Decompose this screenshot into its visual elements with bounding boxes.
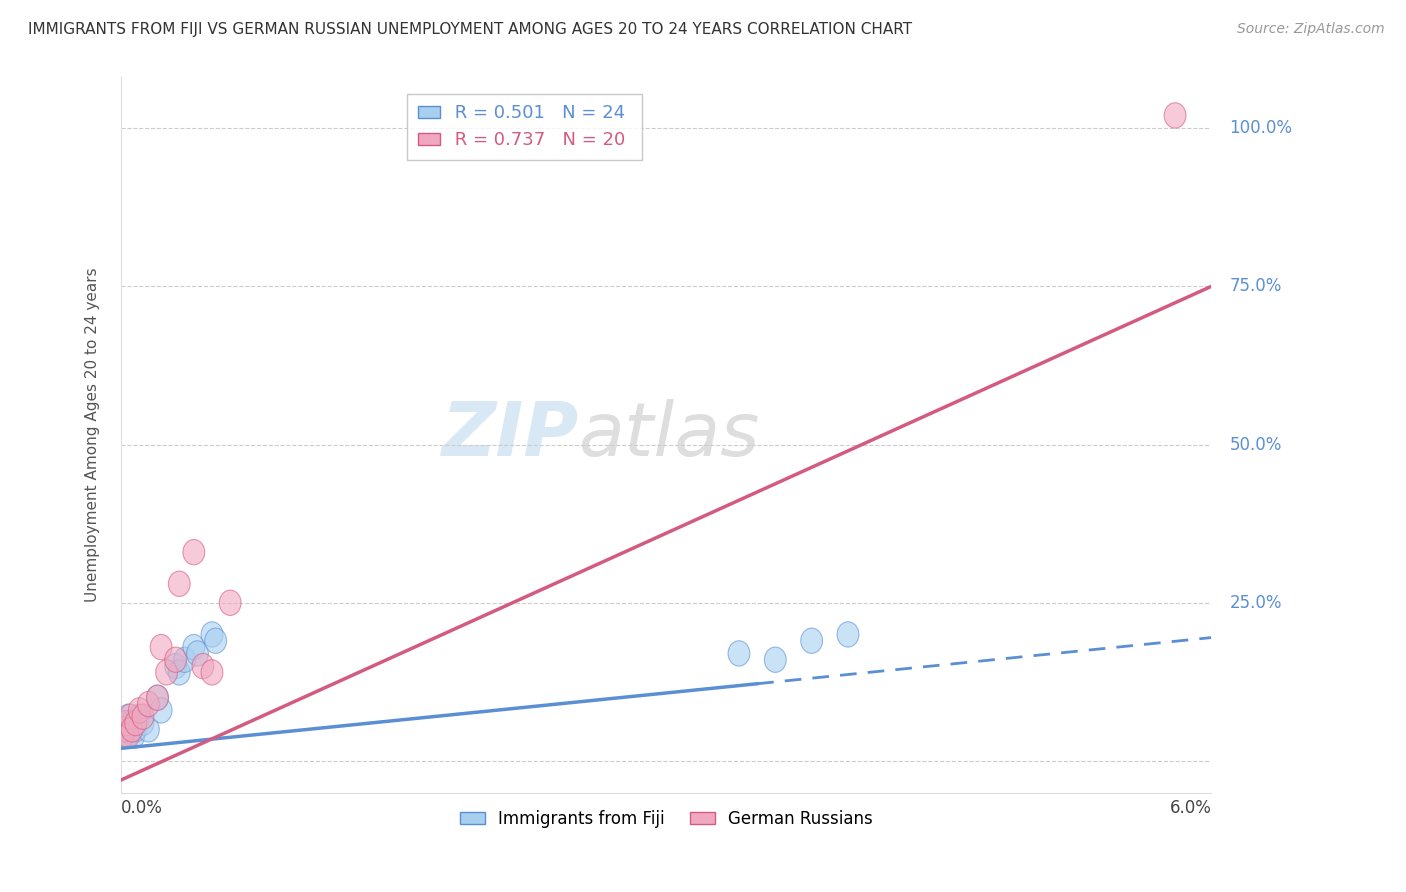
Ellipse shape	[187, 640, 208, 666]
Ellipse shape	[138, 716, 159, 742]
Ellipse shape	[132, 704, 153, 730]
Text: 6.0%: 6.0%	[1170, 799, 1212, 817]
Ellipse shape	[765, 647, 786, 673]
Text: Source: ZipAtlas.com: Source: ZipAtlas.com	[1237, 22, 1385, 37]
Ellipse shape	[120, 704, 141, 730]
Ellipse shape	[201, 622, 224, 647]
Ellipse shape	[150, 634, 172, 660]
Ellipse shape	[801, 628, 823, 654]
Ellipse shape	[112, 716, 134, 742]
Ellipse shape	[165, 647, 187, 673]
Text: 0.0%: 0.0%	[121, 799, 163, 817]
Ellipse shape	[219, 591, 240, 615]
Text: 25.0%: 25.0%	[1230, 594, 1282, 612]
Text: 100.0%: 100.0%	[1230, 119, 1292, 137]
Ellipse shape	[146, 685, 169, 710]
Ellipse shape	[169, 660, 190, 685]
Ellipse shape	[156, 660, 177, 685]
Y-axis label: Unemployment Among Ages 20 to 24 years: Unemployment Among Ages 20 to 24 years	[86, 268, 100, 602]
Ellipse shape	[112, 723, 134, 748]
Ellipse shape	[114, 716, 135, 742]
Ellipse shape	[118, 723, 139, 748]
Ellipse shape	[120, 716, 141, 742]
Ellipse shape	[183, 634, 205, 660]
Text: IMMIGRANTS FROM FIJI VS GERMAN RUSSIAN UNEMPLOYMENT AMONG AGES 20 TO 24 YEARS CO: IMMIGRANTS FROM FIJI VS GERMAN RUSSIAN U…	[28, 22, 912, 37]
Ellipse shape	[193, 654, 214, 679]
Ellipse shape	[115, 710, 138, 736]
Ellipse shape	[150, 698, 172, 723]
Ellipse shape	[125, 716, 146, 742]
Text: ZIP: ZIP	[441, 399, 579, 472]
Text: 75.0%: 75.0%	[1230, 277, 1282, 295]
Ellipse shape	[115, 723, 138, 748]
Ellipse shape	[146, 685, 169, 710]
Ellipse shape	[201, 660, 224, 685]
Ellipse shape	[121, 716, 143, 742]
Legend: Immigrants from Fiji, German Russians: Immigrants from Fiji, German Russians	[453, 803, 880, 834]
Ellipse shape	[122, 723, 145, 748]
Ellipse shape	[121, 710, 143, 736]
Ellipse shape	[165, 654, 187, 679]
Ellipse shape	[728, 640, 749, 666]
Text: atlas: atlas	[579, 399, 761, 471]
Ellipse shape	[138, 691, 159, 716]
Ellipse shape	[169, 571, 190, 597]
Ellipse shape	[125, 710, 146, 736]
Ellipse shape	[114, 710, 135, 736]
Ellipse shape	[183, 540, 205, 565]
Ellipse shape	[205, 628, 226, 654]
Ellipse shape	[128, 704, 150, 730]
Ellipse shape	[837, 622, 859, 647]
Ellipse shape	[174, 647, 195, 673]
Ellipse shape	[128, 698, 150, 723]
Ellipse shape	[1164, 103, 1187, 128]
Ellipse shape	[118, 704, 139, 730]
Text: 50.0%: 50.0%	[1230, 435, 1282, 453]
Ellipse shape	[132, 710, 153, 736]
